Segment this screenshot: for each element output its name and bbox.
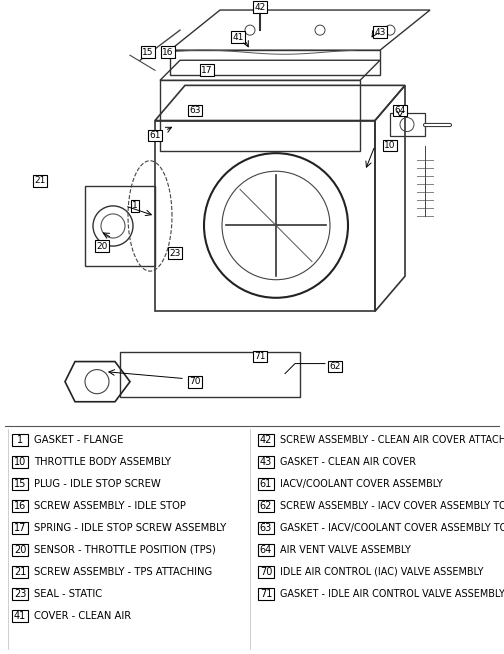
Text: 43: 43 (374, 27, 386, 37)
Text: 63: 63 (189, 106, 201, 115)
FancyBboxPatch shape (12, 500, 28, 512)
Text: 43: 43 (260, 457, 272, 467)
Text: SENSOR - THROTTLE POSITION (TPS): SENSOR - THROTTLE POSITION (TPS) (34, 545, 216, 555)
FancyBboxPatch shape (12, 478, 28, 490)
FancyBboxPatch shape (12, 434, 28, 446)
FancyBboxPatch shape (12, 610, 28, 622)
Text: GASKET - IACV/COOLANT COVER ASSEMBLY TO THROTTLE BODY: GASKET - IACV/COOLANT COVER ASSEMBLY TO … (280, 523, 504, 533)
Text: 21: 21 (34, 177, 46, 185)
Text: 17: 17 (14, 523, 26, 533)
Text: 71: 71 (260, 589, 272, 599)
Text: SCREW ASSEMBLY - IDLE STOP: SCREW ASSEMBLY - IDLE STOP (34, 501, 186, 511)
Text: 41: 41 (232, 33, 244, 42)
Text: 23: 23 (14, 589, 26, 599)
Text: 20: 20 (96, 241, 108, 250)
Text: 62: 62 (260, 501, 272, 511)
Text: 63: 63 (260, 523, 272, 533)
FancyBboxPatch shape (12, 456, 28, 468)
Text: 17: 17 (201, 66, 213, 75)
Text: PLUG - IDLE STOP SCREW: PLUG - IDLE STOP SCREW (34, 479, 161, 489)
Text: 20: 20 (14, 545, 26, 555)
FancyBboxPatch shape (258, 588, 274, 600)
Text: 21: 21 (14, 567, 26, 577)
FancyBboxPatch shape (258, 522, 274, 534)
FancyBboxPatch shape (258, 456, 274, 468)
Text: 16: 16 (14, 501, 26, 511)
Text: 10: 10 (384, 141, 396, 150)
Text: AIR VENT VALVE ASSEMBLY: AIR VENT VALVE ASSEMBLY (280, 545, 411, 555)
Text: IACV/COOLANT COVER ASSEMBLY: IACV/COOLANT COVER ASSEMBLY (280, 479, 443, 489)
Text: 1: 1 (17, 435, 23, 445)
Text: 64: 64 (260, 545, 272, 555)
Text: 61: 61 (149, 131, 161, 140)
Text: COVER - CLEAN AIR: COVER - CLEAN AIR (34, 611, 131, 621)
Text: 61: 61 (260, 479, 272, 489)
Text: 70: 70 (260, 567, 272, 577)
Text: 64: 64 (394, 106, 406, 115)
Text: 41: 41 (14, 611, 26, 621)
Text: 1: 1 (132, 201, 138, 211)
FancyBboxPatch shape (258, 544, 274, 556)
Text: 15: 15 (142, 48, 154, 57)
Text: SCREW ASSEMBLY - TPS ATTACHING: SCREW ASSEMBLY - TPS ATTACHING (34, 567, 212, 577)
Text: 16: 16 (162, 48, 174, 57)
Text: 70: 70 (189, 377, 201, 386)
Text: 10: 10 (14, 457, 26, 467)
Text: 15: 15 (14, 479, 26, 489)
Text: SPRING - IDLE STOP SCREW ASSEMBLY: SPRING - IDLE STOP SCREW ASSEMBLY (34, 523, 226, 533)
FancyBboxPatch shape (258, 478, 274, 490)
Text: THROTTLE BODY ASSEMBLY: THROTTLE BODY ASSEMBLY (34, 457, 171, 467)
Text: 23: 23 (169, 249, 181, 258)
Text: SEAL - STATIC: SEAL - STATIC (34, 589, 102, 599)
Text: IDLE AIR CONTROL (IAC) VALVE ASSEMBLY: IDLE AIR CONTROL (IAC) VALVE ASSEMBLY (280, 567, 483, 577)
Text: GASKET - FLANGE: GASKET - FLANGE (34, 435, 123, 445)
FancyBboxPatch shape (258, 434, 274, 446)
Text: GASKET - IDLE AIR CONTROL VALVE ASSEMBLY: GASKET - IDLE AIR CONTROL VALVE ASSEMBLY (280, 589, 504, 599)
Text: 71: 71 (254, 352, 266, 361)
FancyBboxPatch shape (258, 566, 274, 578)
Text: 42: 42 (255, 3, 266, 12)
Text: SCREW ASSEMBLY - CLEAN AIR COVER ATTACHING: SCREW ASSEMBLY - CLEAN AIR COVER ATTACHI… (280, 435, 504, 445)
FancyBboxPatch shape (12, 588, 28, 600)
Text: GASKET - CLEAN AIR COVER: GASKET - CLEAN AIR COVER (280, 457, 416, 467)
FancyBboxPatch shape (12, 544, 28, 556)
Text: 62: 62 (329, 362, 341, 371)
Text: SCREW ASSEMBLY - IACV COVER ASSEMBLY TO THROTTLE BODY: SCREW ASSEMBLY - IACV COVER ASSEMBLY TO … (280, 501, 504, 511)
FancyBboxPatch shape (12, 566, 28, 578)
Text: 42: 42 (260, 435, 272, 445)
FancyBboxPatch shape (12, 522, 28, 534)
FancyBboxPatch shape (258, 500, 274, 512)
